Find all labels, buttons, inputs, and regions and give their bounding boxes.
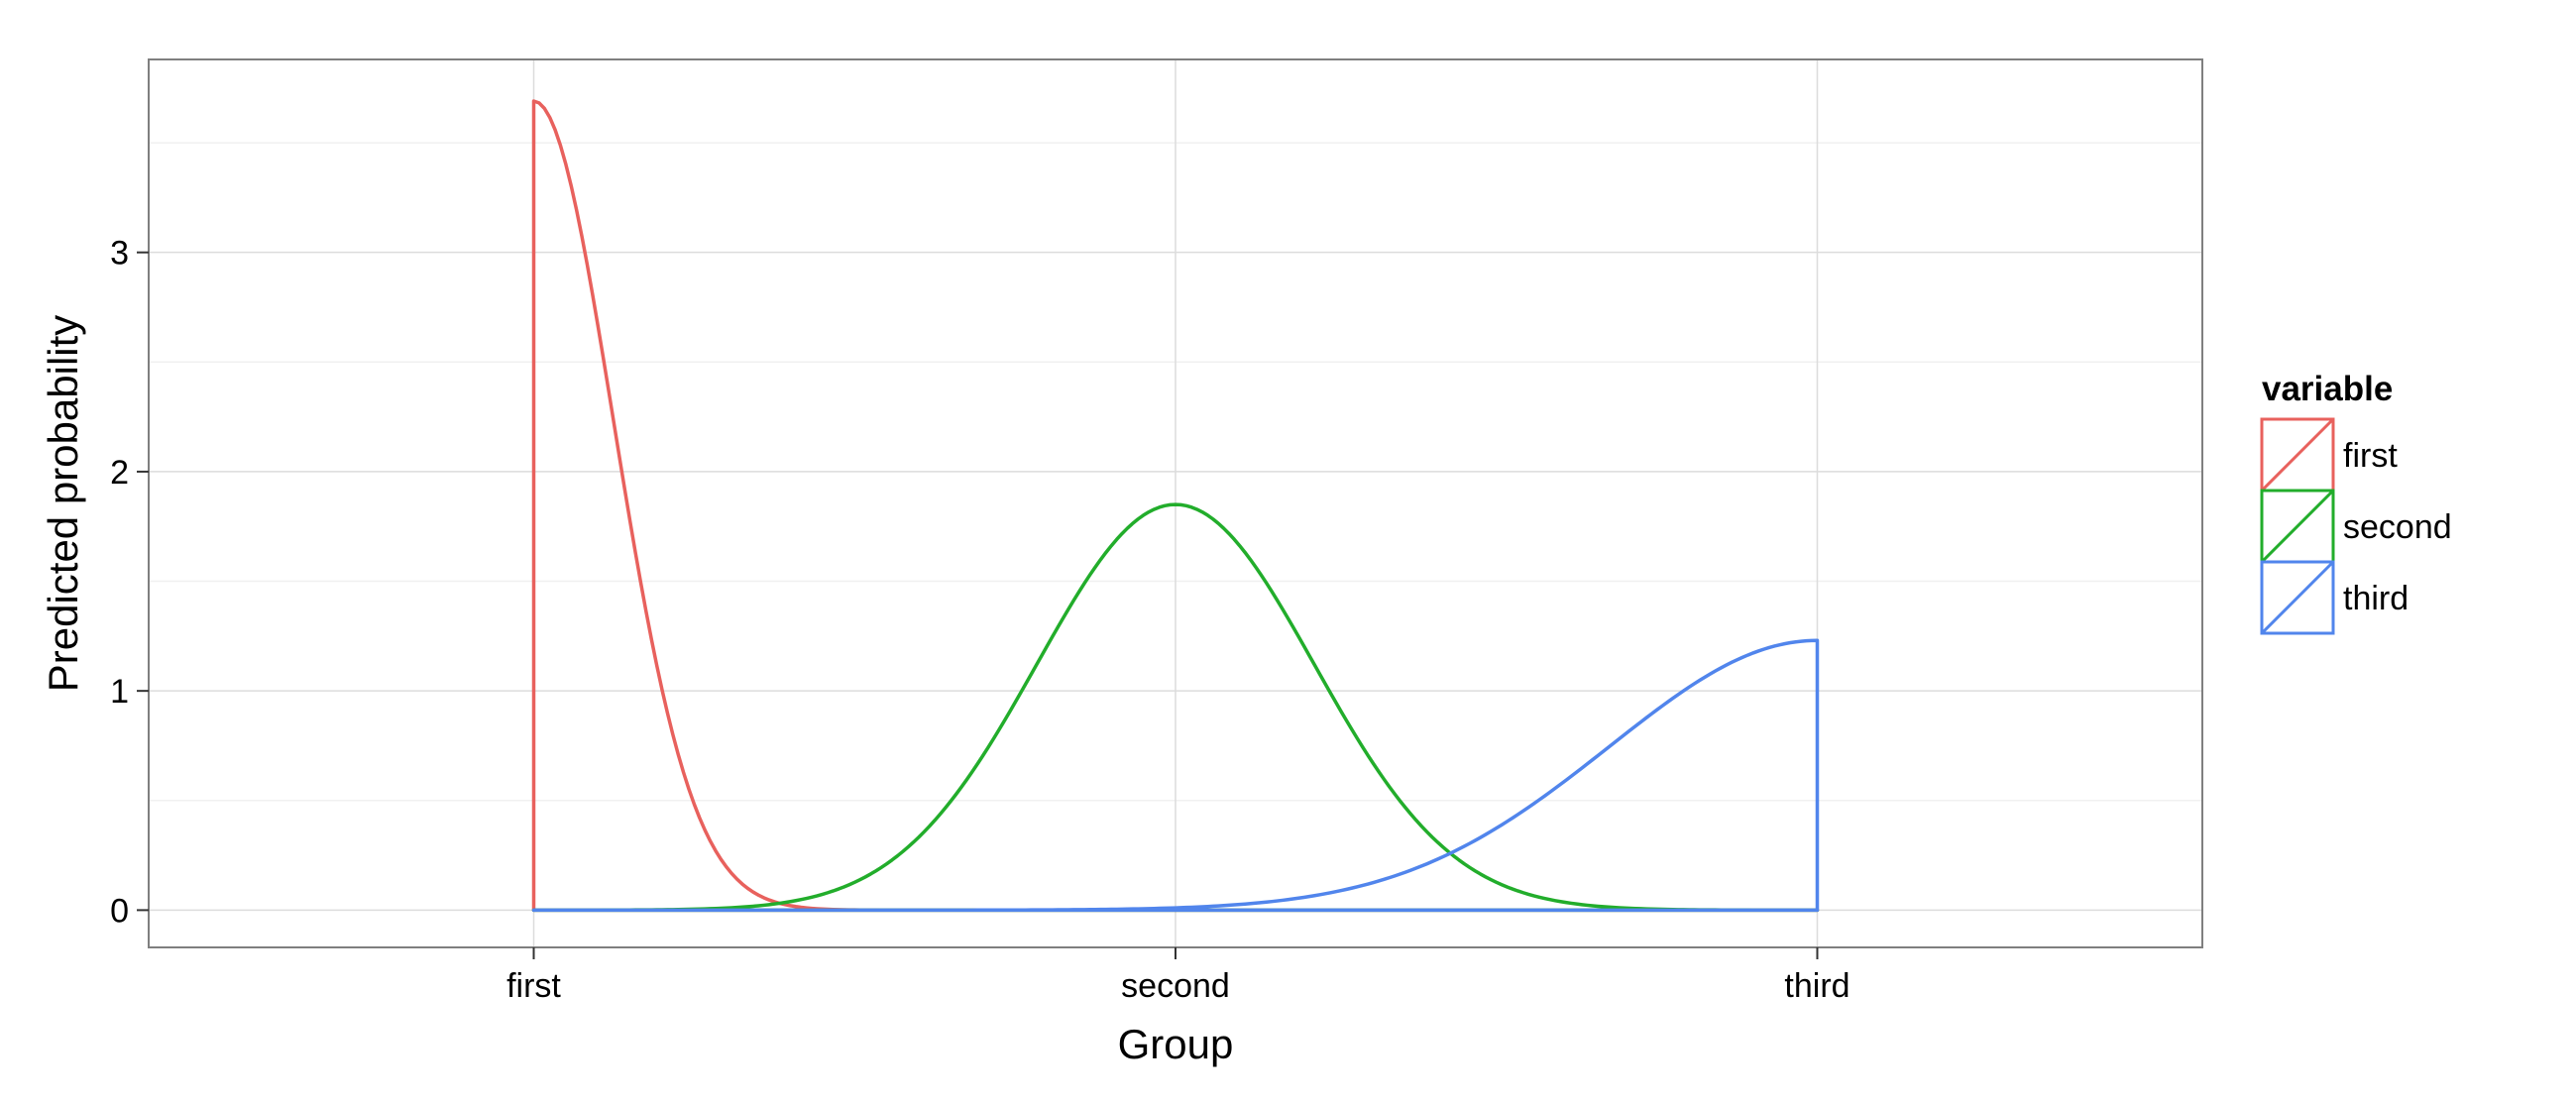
legend-title: variable: [2262, 370, 2393, 408]
y-axis-title: Predicted probability: [40, 315, 86, 693]
legend-item-first: first: [2260, 417, 2398, 493]
series-line-third: [531, 638, 1820, 913]
legend-key-diagonal: [2260, 489, 2335, 564]
legend: variable first second third: [2260, 370, 2452, 635]
y-tick-label: 3: [110, 235, 129, 273]
x-axis: first second third: [506, 947, 1850, 1005]
legend-label-second: second: [2343, 508, 2452, 546]
y-tick-label: 2: [110, 454, 129, 492]
y-axis: 0 1 2 3: [110, 235, 149, 930]
series-layer: [531, 99, 1820, 913]
series-line-second: [531, 502, 1820, 913]
x-tick-label: third: [1784, 967, 1849, 1005]
y-tick-label: 0: [110, 892, 129, 930]
legend-key-diagonal: [2260, 417, 2335, 493]
x-tick-label: second: [1121, 967, 1230, 1005]
legend-label-third: third: [2343, 580, 2408, 617]
x-tick-label: first: [506, 967, 561, 1005]
legend-key-diagonal: [2260, 560, 2335, 635]
x-axis-title: Group: [1118, 1021, 1234, 1067]
y-tick-label: 1: [110, 673, 129, 711]
legend-label-first: first: [2343, 437, 2398, 475]
legend-item-third: third: [2260, 560, 2408, 635]
legend-item-second: second: [2260, 489, 2452, 564]
